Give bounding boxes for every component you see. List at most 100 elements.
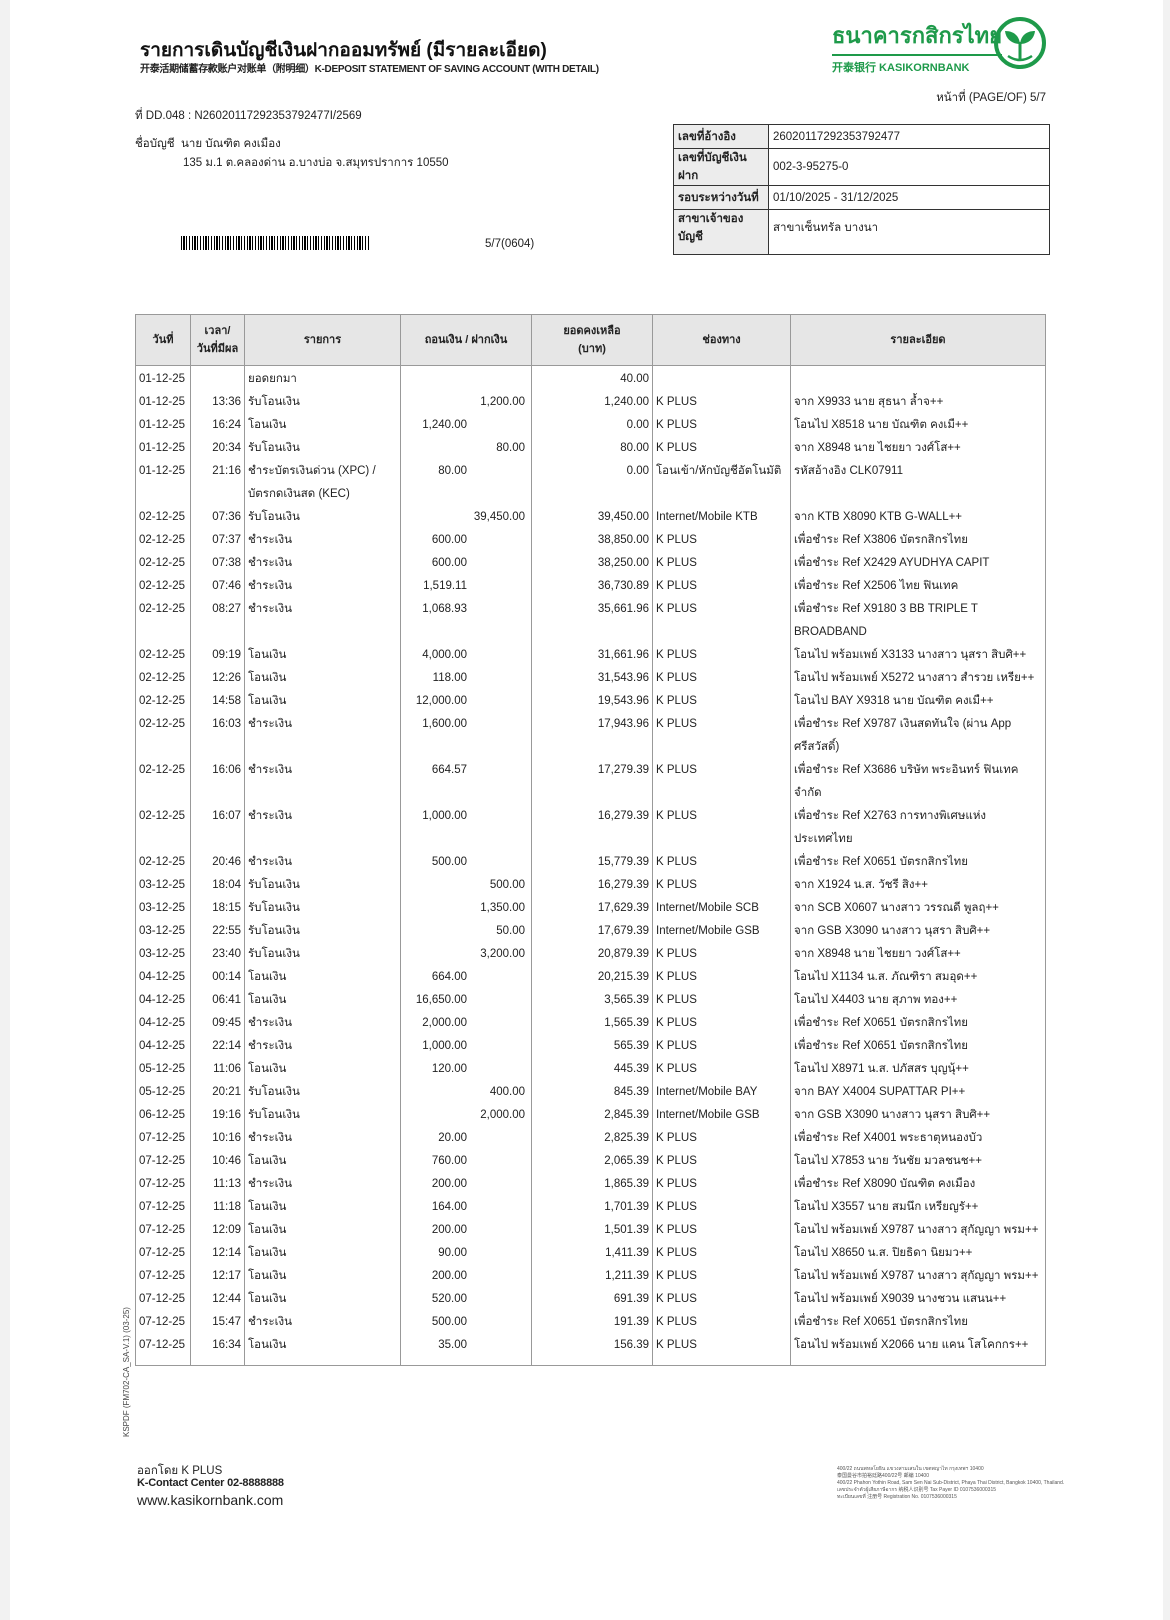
cell-amount: 500.00 (400, 851, 532, 874)
cell-type: ชำระบัตรเงินด่วน (XPC) / บัตรกดเงินสด (K… (244, 460, 401, 506)
cell-channel: K PLUS (652, 1196, 791, 1219)
cell-time: 12:26 (190, 667, 245, 690)
cell-time: 06:41 (190, 989, 245, 1012)
cell-detail: เพื่อชำระ Ref X9180 3 BB TRIPLE T BROADB… (790, 598, 1046, 644)
bank-logo-text: ธนาคารกสิกรไทย 开泰银行 KASIKORNBANK (832, 18, 1003, 75)
cell-time: 16:34 (190, 1334, 245, 1366)
table-row: 05-12-25 20:21 รับโอนเงิน 400.00 845.39 Inter… (135, 1081, 1046, 1104)
cell-date: 03-12-25 (135, 920, 191, 943)
cell-channel: K PLUS (652, 759, 791, 805)
cell-type: ชำระเงิน (244, 598, 401, 644)
table-row: 03-12-25 22:55 รับโอนเงิน 50.00 17,679.39 Int… (135, 920, 1046, 943)
page-title: รายการเดินบัญชีเงินฝากออมทรัพย์ (มีรายละ… (140, 40, 547, 61)
table-row: 01-12-25 13:36 รับโอนเงิน 1,200.00 1,240.00 K… (135, 391, 1046, 414)
cell-amount: 16,650.00 (400, 989, 532, 1012)
cell-channel: K PLUS (652, 966, 791, 989)
cell-balance: 36,730.89 (531, 575, 653, 598)
cell-detail: เพื่อชำระ Ref X9787 เงินสดทันใจ (ผ่าน Ap… (790, 713, 1046, 759)
cell-type: ชำระเงิน (244, 552, 401, 575)
cell-type: รับโอนเงิน (244, 920, 401, 943)
cell-balance: 191.39 (531, 1311, 653, 1334)
cell-amount (400, 365, 532, 391)
cell-balance: 445.39 (531, 1058, 653, 1081)
cell-balance: 1,240.00 (531, 391, 653, 414)
cell-time: 15:47 (190, 1311, 245, 1334)
cell-channel: K PLUS (652, 391, 791, 414)
cell-channel: K PLUS (652, 943, 791, 966)
header-amount: ถอนเงิน / ฝากเงิน (400, 314, 532, 366)
table-row: 02-12-25 16:07 ชำระเงิน 1,000.00 16,279.39 K … (135, 805, 1046, 851)
info-value: 26020117292353792477 (768, 124, 1050, 149)
table-row: 01-12-25 ยอดยกมา 40.00 (135, 365, 1046, 391)
table-row: 07-12-25 15:47 ชำระเงิน 500.00 191.39 K PLUS เ… (135, 1311, 1046, 1334)
table-row: 02-12-25 16:03 ชำระเงิน 1,600.00 17,943.96 K … (135, 713, 1046, 759)
info-row: เลขที่บัญชีเงินฝาก 002-3-95275-0 (673, 148, 1050, 186)
cell-type: โอนเงิน (244, 690, 401, 713)
cell-amount: 664.00 (400, 966, 532, 989)
cell-date: 04-12-25 (135, 966, 191, 989)
cell-time: 23:40 (190, 943, 245, 966)
cell-channel: K PLUS (652, 713, 791, 759)
cell-balance: 17,279.39 (531, 759, 653, 805)
cell-time: 20:46 (190, 851, 245, 874)
cell-amount: 500.00 (400, 1311, 532, 1334)
info-label: เลขที่บัญชีเงินฝาก (673, 148, 769, 186)
cell-time: 10:46 (190, 1150, 245, 1173)
table-row: 03-12-25 18:04 รับโอนเงิน 500.00 16,279.39 K … (135, 874, 1046, 897)
cell-time: 22:14 (190, 1035, 245, 1058)
cell-detail: โอนไป X4403 นาย สุภาพ ทอง++ (790, 989, 1046, 1012)
header-balance: ยอดคงเหลือ (บาท) (531, 314, 653, 366)
cell-balance: 1,701.39 (531, 1196, 653, 1219)
info-row: เลขที่อ้างอิง 26020117292353792477 (673, 124, 1050, 149)
cell-channel: K PLUS (652, 1265, 791, 1288)
cell-channel: Internet/Mobile KTB (652, 506, 791, 529)
cell-balance: 3,565.39 (531, 989, 653, 1012)
cell-amount: 1,068.93 (400, 598, 532, 644)
cell-date: 07-12-25 (135, 1265, 191, 1288)
cell-balance: 1,501.39 (531, 1219, 653, 1242)
cell-date: 04-12-25 (135, 1012, 191, 1035)
table-row: 07-12-25 10:16 ชำระเงิน 20.00 2,825.39 K PLUS… (135, 1127, 1046, 1150)
kasikornbank-logo-icon (994, 17, 1046, 69)
cell-amount: 3,200.00 (400, 943, 532, 966)
website-link[interactable]: www.kasikornbank.com (137, 1492, 284, 1508)
table-row: 04-12-25 00:14 โอนเงิน 664.00 20,215.39 K PLU… (135, 966, 1046, 989)
table-row: 02-12-25 09:19 โอนเงิน 4,000.00 31,661.96 K P… (135, 644, 1046, 667)
logo-thai-name: ธนาคารกสิกรไทย (832, 18, 1003, 56)
cell-detail: รหัสอ้างอิง CLK07911 (790, 460, 1046, 506)
cell-balance: 31,543.96 (531, 667, 653, 690)
address-line: 400/22 ถนนพหลโยธิน แขวงสามเสนใน เขตพญาไท… (837, 1466, 984, 1472)
cell-type: ชำระเงิน (244, 1035, 401, 1058)
account-name: นาย บัณฑิต คงเมือง (181, 138, 281, 150)
cell-channel: K PLUS (652, 575, 791, 598)
cell-channel: K PLUS (652, 690, 791, 713)
cell-type: โอนเงิน (244, 1219, 401, 1242)
cell-detail: จาก GSB X3090 นางสาว นุสรา สิบศิ++ (790, 1104, 1046, 1127)
table-row: 02-12-25 07:46 ชำระเงิน 1,519.11 36,730.89 K … (135, 575, 1046, 598)
header-time: เวลา/วันที่มีผล (190, 314, 245, 366)
cell-channel: K PLUS (652, 1127, 791, 1150)
cell-date: 07-12-25 (135, 1242, 191, 1265)
cell-detail (790, 365, 1046, 391)
cell-type: ยอดยกมา (244, 365, 401, 391)
cell-amount: 2,000.00 (400, 1104, 532, 1127)
cell-channel: K PLUS (652, 1334, 791, 1366)
cell-amount: 120.00 (400, 1058, 532, 1081)
cell-detail: เพื่อชำระ Ref X2763 การทางพิเศษแห่งประเท… (790, 805, 1046, 851)
cell-amount: 20.00 (400, 1127, 532, 1150)
cell-channel (652, 365, 791, 391)
cell-date: 03-12-25 (135, 943, 191, 966)
cell-date: 07-12-25 (135, 1311, 191, 1334)
cell-time: 09:19 (190, 644, 245, 667)
cell-amount: 500.00 (400, 874, 532, 897)
cell-balance: 691.39 (531, 1288, 653, 1311)
cell-time: 13:36 (190, 391, 245, 414)
cell-amount: 1,200.00 (400, 391, 532, 414)
cell-detail: โอนไป พร้อมเพย์ X9787 นางสาว สุกัญญา พรม… (790, 1265, 1046, 1288)
cell-type: ชำระเงิน (244, 759, 401, 805)
table-row: 07-12-25 12:09 โอนเงิน 200.00 1,501.39 K PLUS… (135, 1219, 1046, 1242)
cell-type: ชำระเงิน (244, 805, 401, 851)
cell-amount: 1,000.00 (400, 805, 532, 851)
cell-date: 06-12-25 (135, 1104, 191, 1127)
cell-time: 16:06 (190, 759, 245, 805)
